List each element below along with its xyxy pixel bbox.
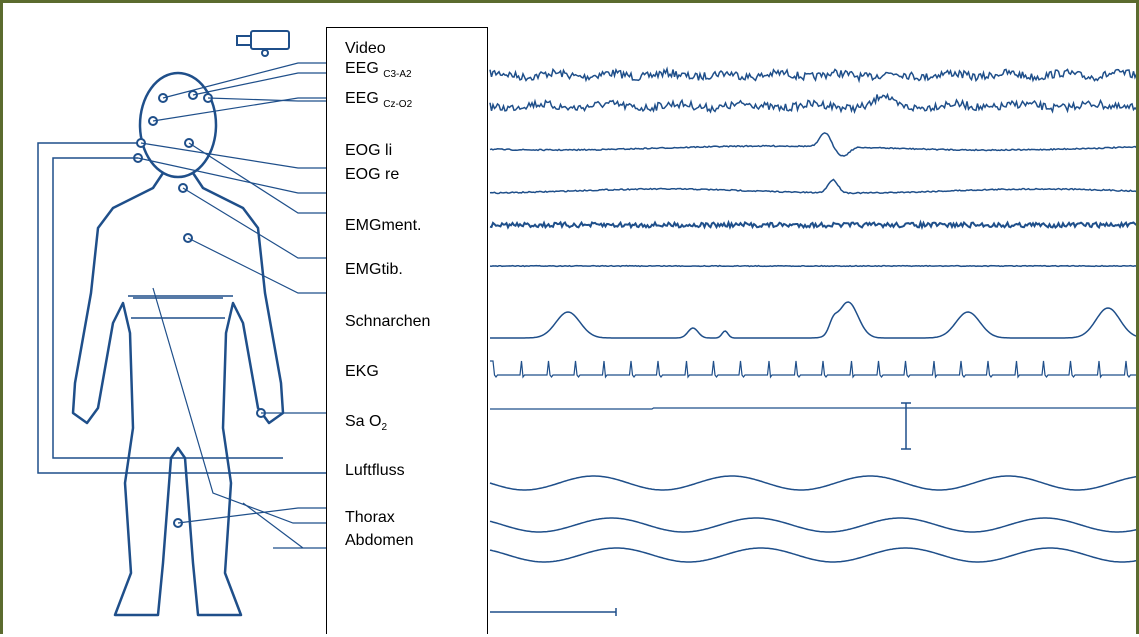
signal-label: EKG <box>345 363 379 381</box>
label-text: Abdomen <box>345 532 414 549</box>
label-text: EKG <box>345 363 379 380</box>
belt <box>128 296 233 318</box>
sao2-trace <box>490 408 1139 409</box>
label-text: Luftfluss <box>345 462 405 479</box>
eeg-trace <box>490 69 1139 81</box>
label-text: EEG <box>345 60 379 77</box>
label-text: Sa O <box>345 413 381 430</box>
camera <box>262 50 268 56</box>
signal-label: Sa O2 <box>345 413 387 433</box>
body-outline <box>73 173 283 615</box>
airflow-trace <box>490 476 1139 490</box>
label-subscript: C3-A2 <box>383 69 411 80</box>
signal-label: Thorax <box>345 509 395 527</box>
label-text: EMGtib. <box>345 261 403 278</box>
lead-wire <box>188 238 328 293</box>
signal-label: EOG re <box>345 166 399 184</box>
signal-label: EEG Cz-O2 <box>345 90 412 110</box>
signal-label: Luftfluss <box>345 462 405 480</box>
signal-label: EMGment. <box>345 217 421 235</box>
abdomen-trace <box>490 548 1139 562</box>
camera <box>251 31 289 49</box>
label-subscript: Cz-O2 <box>383 99 412 110</box>
eeg-trace <box>490 95 1139 112</box>
signal-label: Schnarchen <box>345 313 430 331</box>
signal-label: EMGtib. <box>345 261 403 279</box>
lead-wire <box>153 288 328 523</box>
emg-trace <box>490 266 1139 267</box>
artwork <box>3 3 1139 634</box>
eog-trace <box>490 133 1139 156</box>
label-text: EEG <box>345 90 379 107</box>
camera <box>237 36 251 45</box>
label-text: EOG li <box>345 142 392 159</box>
signal-label: EEG C3-A2 <box>345 60 412 80</box>
label-subscript: 2 <box>381 422 387 433</box>
signal-label: Video <box>345 40 386 58</box>
eog-trace <box>490 180 1139 194</box>
snore-trace <box>490 302 1139 338</box>
label-text: Thorax <box>345 509 395 526</box>
label-text: EMGment. <box>345 217 421 234</box>
label-text: EOG re <box>345 166 399 183</box>
thorax-trace <box>490 518 1139 532</box>
emg-trace <box>490 223 1139 228</box>
lead-wire <box>193 73 328 95</box>
ekg-trace <box>490 361 1139 377</box>
diagram: VideoEEG C3-A2EEG Cz-O2EOG liEOG reEMGme… <box>0 0 1139 634</box>
label-text: Schnarchen <box>345 313 430 330</box>
signal-label: Abdomen <box>345 532 414 550</box>
signal-label: EOG li <box>345 142 392 160</box>
label-text: Video <box>345 40 386 57</box>
